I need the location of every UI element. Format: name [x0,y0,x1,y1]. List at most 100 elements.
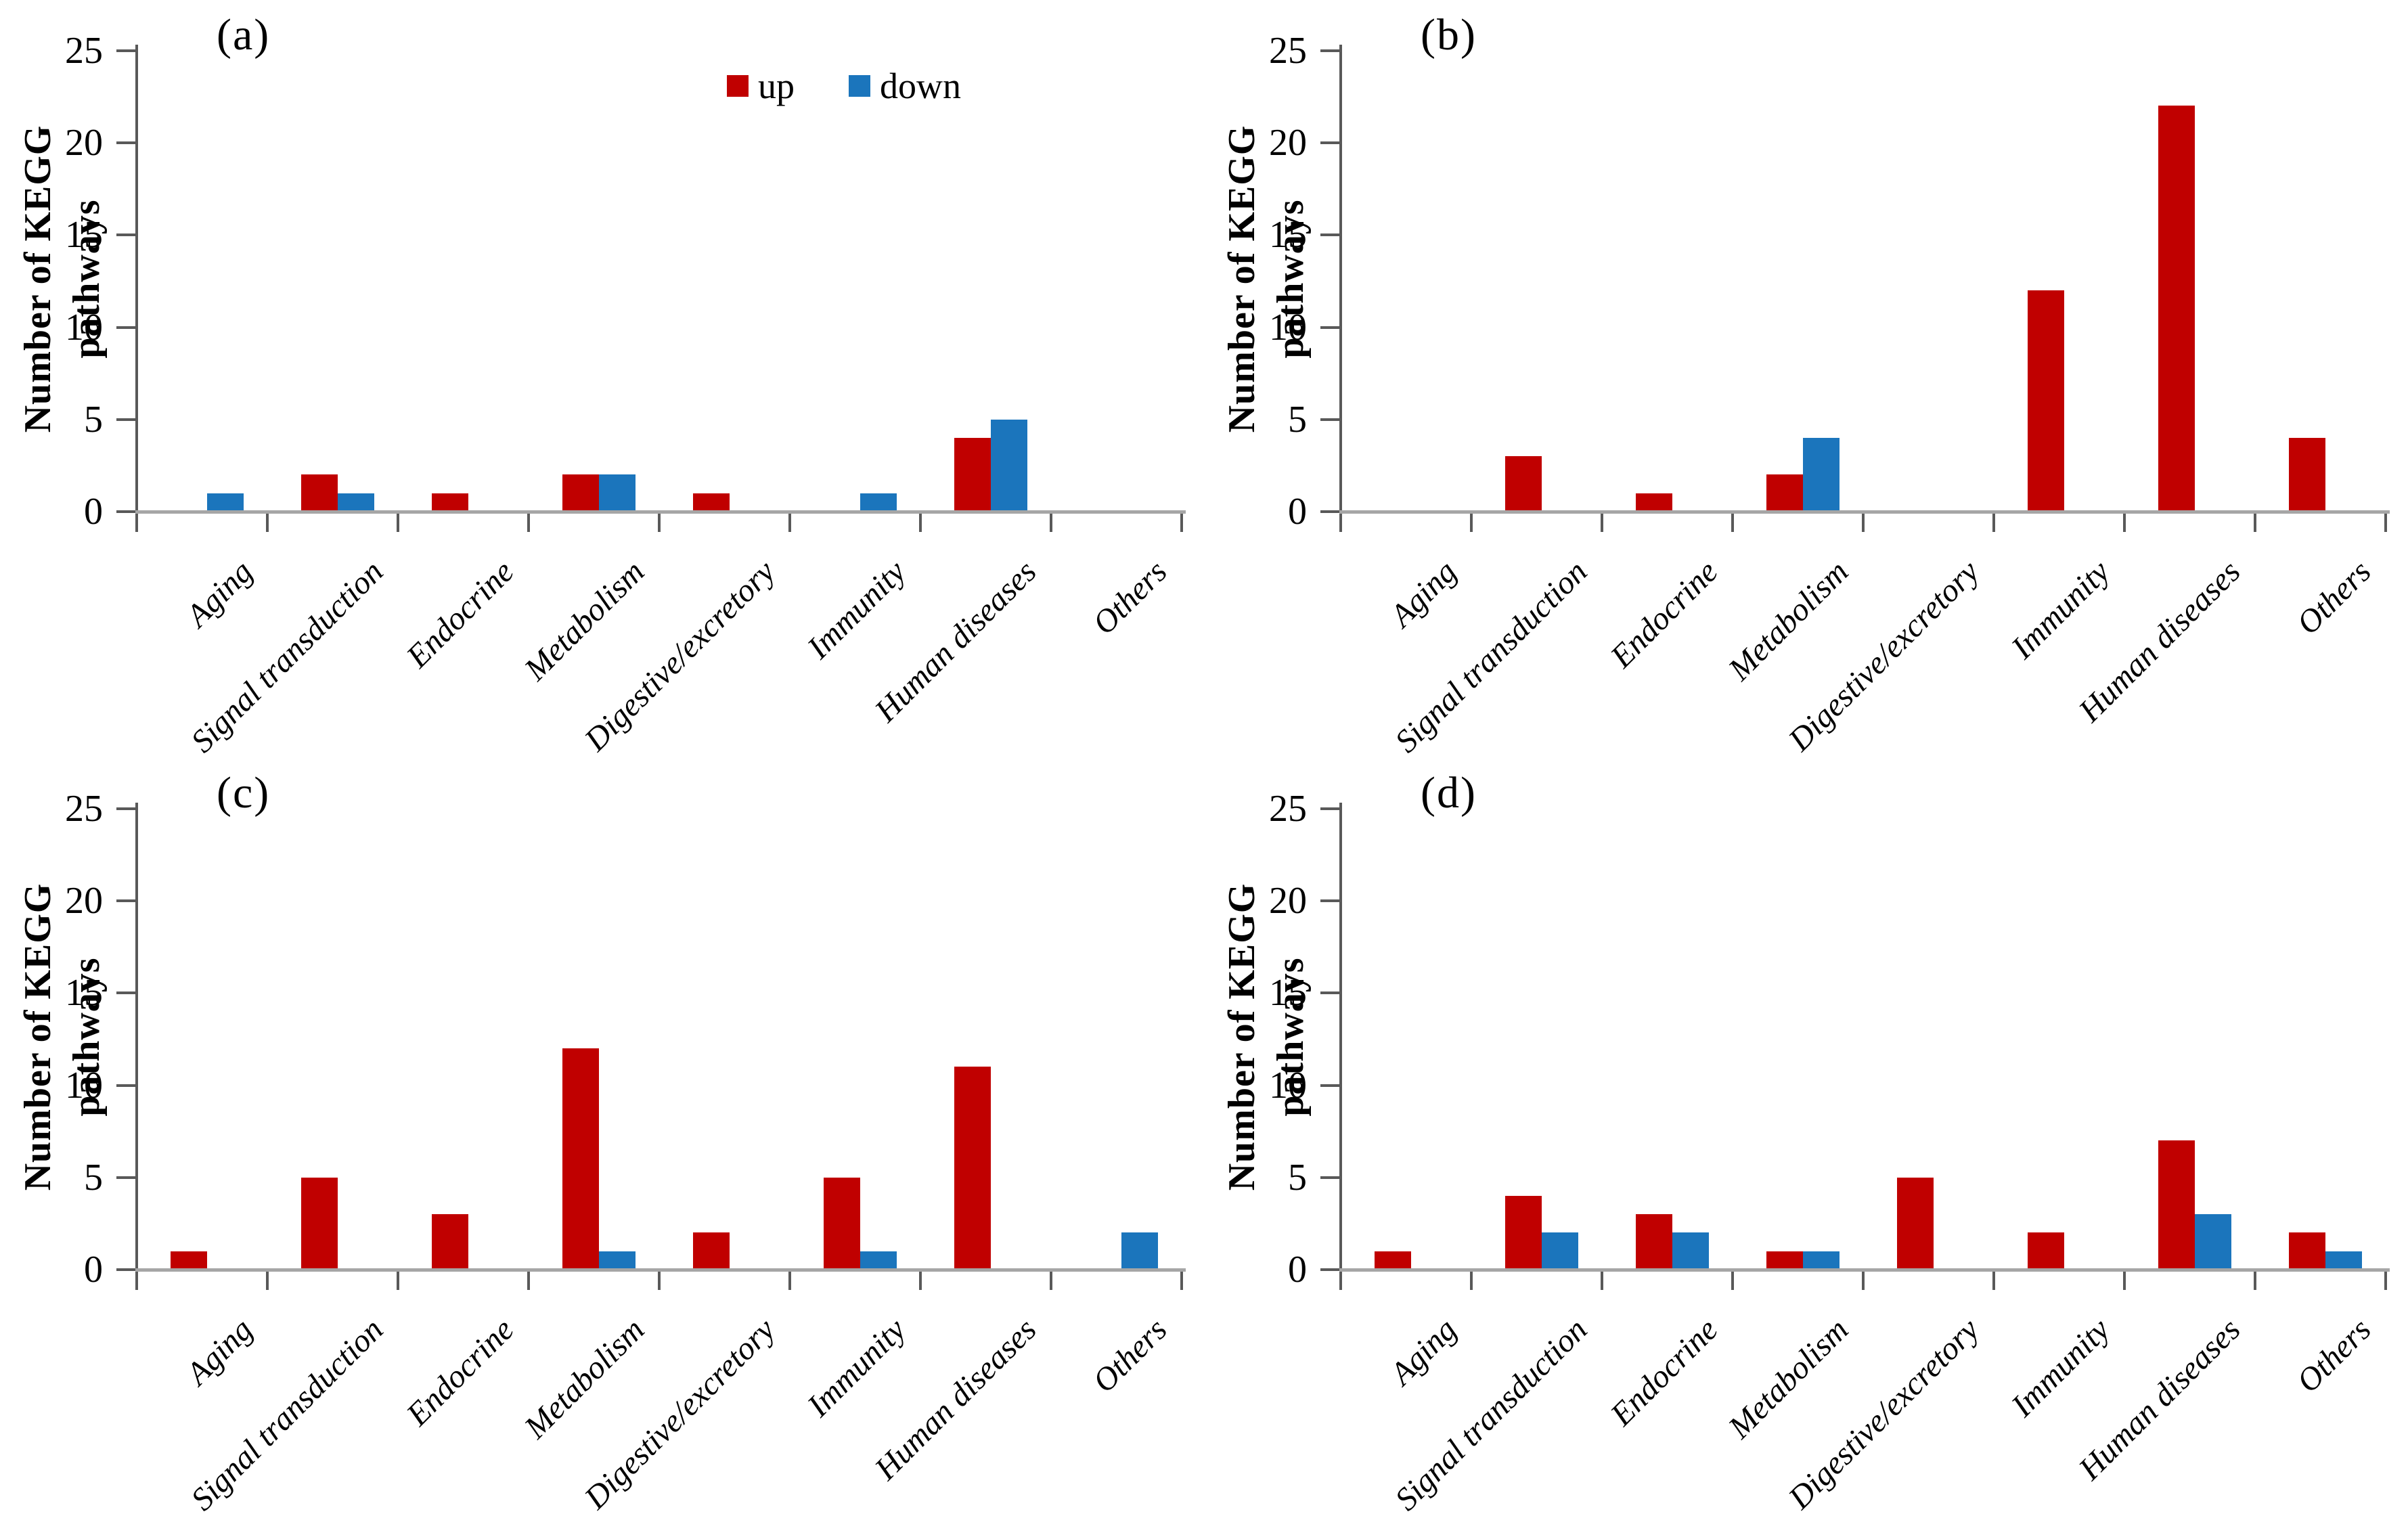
x-axis-tick [658,1270,661,1290]
x-axis-tick [1339,1270,1342,1290]
bar-up-metabolism [1766,474,1803,512]
y-axis-tick [1320,418,1341,421]
y-axis-tick [116,899,137,902]
y-axis-tick-label: 15 [65,972,103,1014]
y-axis-line [1339,45,1342,516]
y-axis-tick-label: 0 [84,1249,103,1291]
bar-up-signal-transduction [1505,456,1542,512]
bar-up-human-diseases [954,1067,991,1270]
legend-down-swatch [849,75,870,97]
bar-up-signal-transduction [301,1178,338,1270]
bar-up-immunity [2028,1232,2064,1270]
x-axis-tick [1731,512,1734,532]
y-axis-tick-label: 5 [84,399,103,441]
bar-up-signal-transduction [301,474,338,512]
bar-up-endocrine [1636,493,1672,512]
y-axis-tick [1320,899,1341,902]
bar-down-endocrine [1672,1232,1709,1270]
x-axis-tick [1992,1270,1995,1290]
x-axis-line [1339,510,2390,514]
x-axis-line [1339,1268,2390,1272]
bar-up-immunity [824,1178,860,1270]
bar-up-metabolism [1766,1251,1803,1270]
panel-letter-a: (a) [217,10,271,60]
x-axis-tick [1180,1270,1183,1290]
x-axis-tick [919,1270,922,1290]
bar-up-endocrine [1636,1214,1672,1270]
x-axis-tick [2123,512,2126,532]
y-axis-tick-label: 0 [84,491,103,533]
x-axis-tick [1731,1270,1734,1290]
x-axis-tick [1339,512,1342,532]
bar-down-metabolism [599,1251,636,1270]
bar-down-aging [207,493,244,512]
bar-up-digestive-excretory [1897,1178,1934,1270]
x-axis-tick [1050,1270,1052,1290]
y-axis-tick [1320,1176,1341,1179]
y-axis-tick [116,326,137,329]
x-axis-tick [1601,1270,1603,1290]
y-axis-title: Number of KEGG pathways [1221,883,1312,1191]
x-axis-tick [788,1270,791,1290]
y-axis-tick [1320,141,1341,144]
bar-down-others [1121,1232,1158,1270]
bar-up-human-diseases [954,438,991,512]
y-axis-tick [1320,49,1341,52]
y-axis-tick [116,1176,137,1179]
x-axis-tick [1601,512,1603,532]
x-axis-line [135,1268,1186,1272]
x-axis-tick [1470,1270,1473,1290]
y-axis-tick [1320,326,1341,329]
bar-up-endocrine [432,1214,468,1270]
y-axis-tick-label: 10 [65,1065,103,1107]
x-axis-tick [2384,1270,2387,1290]
y-axis-tick [116,510,137,513]
y-axis-tick-label: 20 [1269,880,1307,922]
x-axis-tick [658,512,661,532]
bar-down-signal-transduction [338,493,374,512]
bar-up-others [2289,438,2325,512]
y-axis-tick-label: 15 [1269,972,1307,1014]
x-axis-tick [1050,512,1052,532]
x-axis-tick [1180,512,1183,532]
x-axis-tick [2254,512,2256,532]
x-axis-tick [2254,1270,2256,1290]
y-axis-tick-label: 5 [1288,1157,1307,1199]
bar-up-metabolism [562,474,599,512]
y-axis-tick-label: 20 [65,880,103,922]
y-axis-tick-label: 25 [65,30,103,72]
bar-down-metabolism [1803,1251,1840,1270]
x-axis-tick [266,1270,269,1290]
y-axis-line [135,45,138,516]
bar-down-metabolism [1803,438,1840,512]
x-axis-tick [266,512,269,532]
y-axis-tick [116,49,137,52]
bar-down-human-diseases [991,420,1027,512]
x-axis-tick [527,1270,530,1290]
y-axis-tick-label: 15 [65,214,103,256]
legend-down-label: down [880,66,961,106]
panel-b: (b) Number of KEGG pathways Aging Signal … [1204,0,2408,759]
bar-down-immunity [860,1251,897,1270]
y-axis-tick [116,1268,137,1271]
x-axis-tick [1862,1270,1865,1290]
x-axis-tick [397,1270,399,1290]
panel-letter-c: (c) [217,768,271,818]
bar-down-signal-transduction [1542,1232,1578,1270]
y-axis-tick-label: 20 [65,122,103,164]
y-axis-title: Number of KEGG pathways [17,883,108,1191]
y-axis-tick-label: 20 [1269,122,1307,164]
bar-up-aging [171,1251,207,1270]
bar-up-metabolism [562,1048,599,1270]
bar-up-human-diseases [2158,106,2195,512]
legend-up-swatch [727,75,749,97]
y-axis-title: Number of KEGG pathways [1221,125,1312,433]
bar-down-human-diseases [2195,1214,2231,1270]
x-axis-tick [397,512,399,532]
y-axis-tick-label: 25 [65,788,103,830]
y-axis-tick-label: 25 [1269,30,1307,72]
y-axis-line [1339,803,1342,1274]
bar-down-others [2325,1251,2362,1270]
x-axis-tick [2123,1270,2126,1290]
